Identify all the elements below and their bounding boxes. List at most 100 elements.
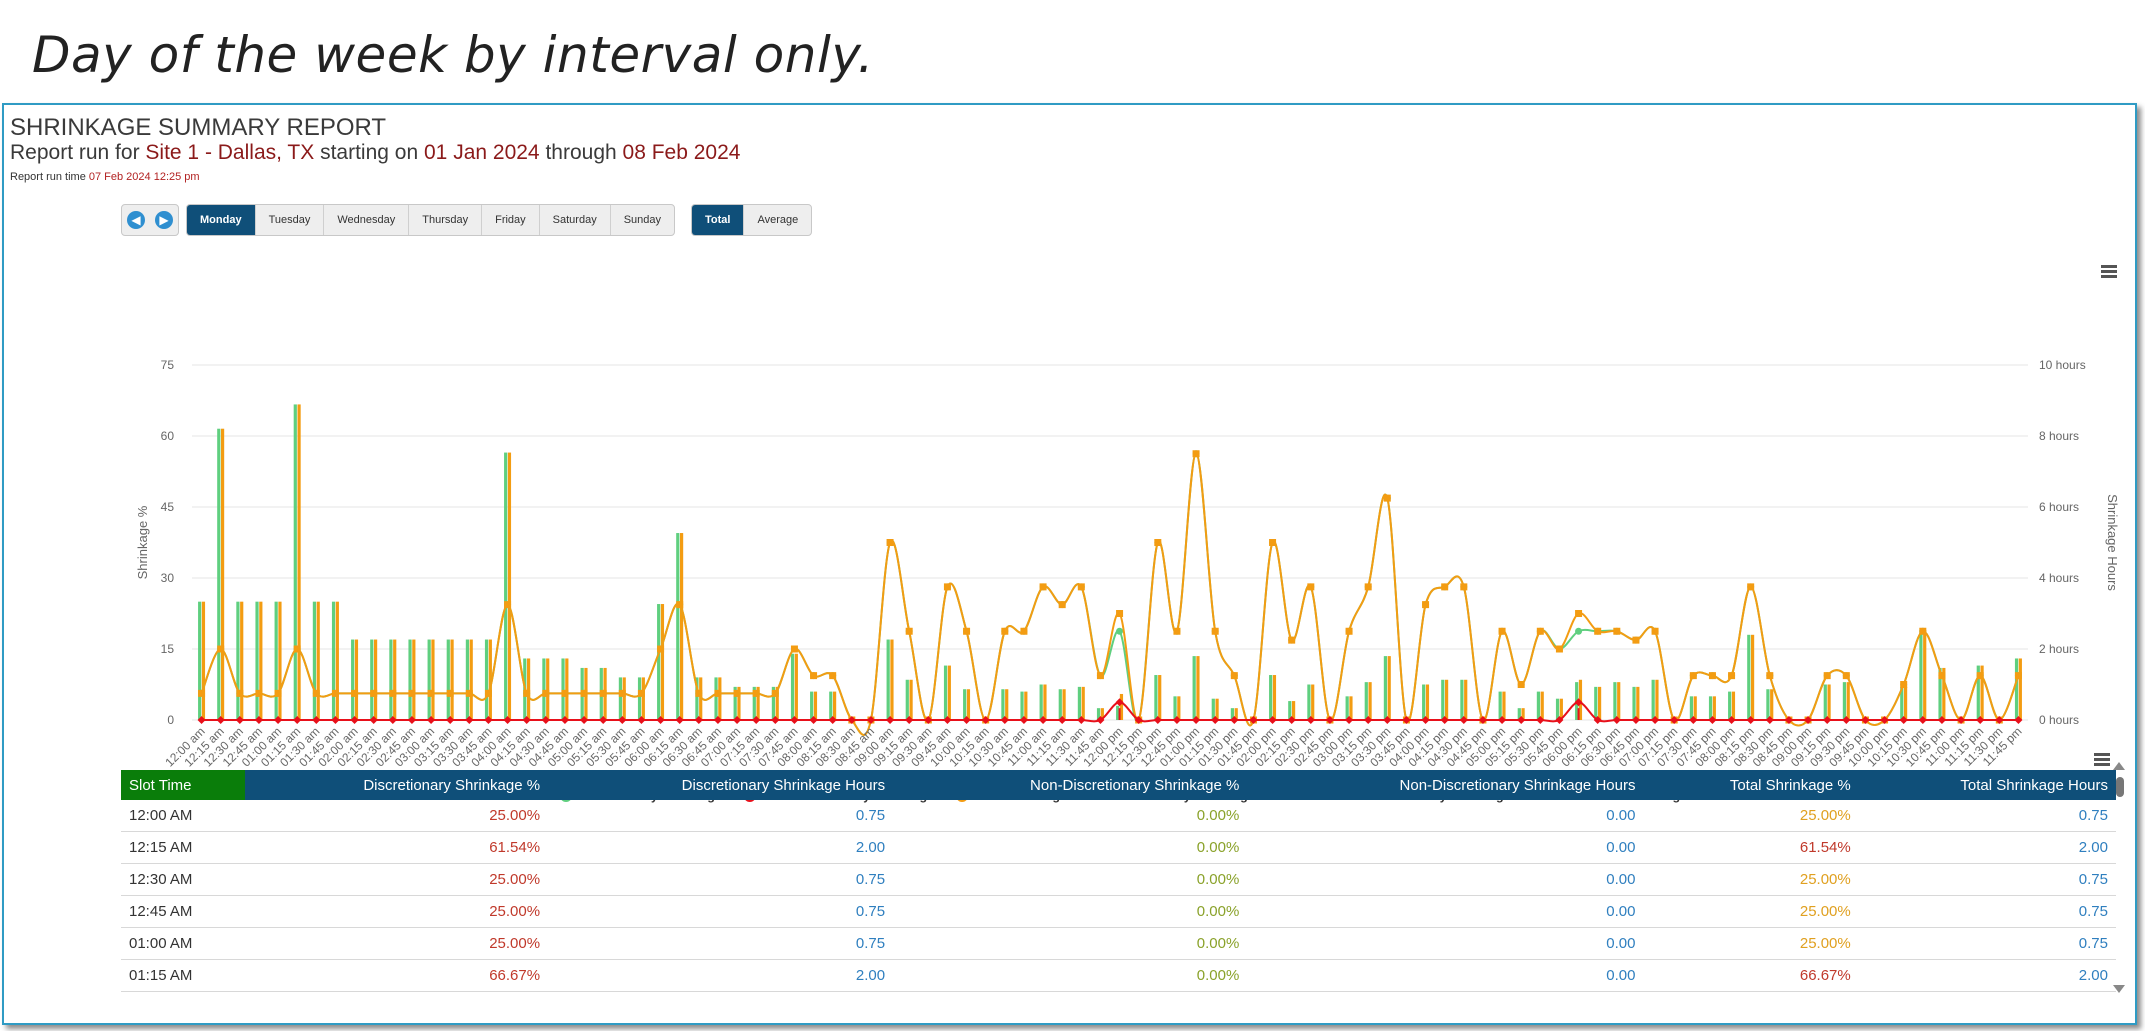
non-discretionary-hours-point	[771, 716, 780, 724]
total-hours-point	[829, 672, 837, 680]
through-label: through	[545, 141, 617, 164]
day-button-monday[interactable]: Monday	[187, 205, 256, 235]
bar-total	[1444, 679, 1449, 720]
bar-total	[1617, 682, 1621, 720]
bar-discretionary	[1498, 691, 1502, 720]
bar-total	[813, 691, 818, 720]
total-hours-point	[1613, 627, 1621, 635]
column-header[interactable]: Non-Discretionary Shrinkage %	[893, 770, 1248, 800]
table-row[interactable]: 12:45 AM 25.00% 0.75 0.00% 0.00 25.00% 0.75	[121, 895, 2116, 928]
table-row[interactable]: 01:00 AM 25.00% 0.75 0.00% 0.00 25.00% 0.75	[121, 927, 2116, 960]
bar-discretionary	[1555, 698, 1560, 720]
day-button-saturday[interactable]: Saturday	[540, 205, 611, 235]
bar-total	[2018, 658, 2022, 720]
bar-total	[1291, 701, 1296, 720]
bar-total	[1387, 656, 1391, 720]
non-discretionary-hours-point	[1708, 716, 1717, 724]
non-discretionary-hours-point	[886, 716, 895, 724]
total-hours-point	[523, 689, 531, 697]
non-discretionary-hours-point	[1172, 716, 1181, 724]
table-cell: 12:45 AM	[121, 895, 245, 928]
bar-discretionary	[236, 601, 240, 720]
non-discretionary-hours-point	[943, 716, 952, 724]
column-header[interactable]: Discretionary Shrinkage %	[245, 770, 549, 800]
non-discretionary-hours-point	[1325, 716, 1334, 724]
report-subtitle: Report run for Site 1 - Dallas, TX start…	[10, 141, 740, 165]
day-button-sunday[interactable]: Sunday	[623, 214, 662, 226]
day-button-thursday[interactable]: Thursday	[409, 205, 483, 235]
non-discretionary-hours-point	[1039, 716, 1048, 724]
table-row[interactable]: 12:15 AM 61.54% 2.00 0.00% 0.00 61.54% 2.00	[121, 831, 2116, 864]
non-discretionary-hours-point	[618, 716, 627, 724]
total-hours-point	[943, 583, 951, 591]
column-header[interactable]: Total Shrinkage Hours	[1858, 770, 2116, 800]
column-header[interactable]: Non-Discretionary Shrinkage Hours	[1247, 770, 1644, 800]
discretionary-hours-point	[1575, 627, 1583, 635]
y2-tick-label: 2 hours	[2039, 642, 2079, 656]
table-row[interactable]: 12:30 AM 25.00% 0.75 0.00% 0.00 25.00% 0.75	[121, 863, 2116, 896]
table-cell: 2.00	[548, 959, 894, 992]
column-header[interactable]: Total Shrinkage %	[1643, 770, 1859, 800]
total-hours-point	[561, 689, 569, 697]
bar-total	[278, 601, 282, 720]
bar-discretionary	[963, 689, 967, 720]
arrow-right-icon[interactable]: ▶	[155, 211, 173, 229]
total-hours-point	[1307, 583, 1315, 591]
bar-total	[297, 404, 301, 720]
bar-discretionary	[1288, 701, 1292, 720]
mode-button-total[interactable]: Total	[692, 205, 745, 235]
scroll-down-icon[interactable]	[2113, 985, 2125, 993]
non-discretionary-hours-point	[713, 716, 722, 724]
bar-non-discretionary	[1118, 708, 1121, 720]
day-button-tuesday[interactable]: Tuesday	[256, 205, 325, 235]
starting-label: starting on	[320, 141, 419, 164]
mode-button-average[interactable]: Average	[757, 214, 799, 226]
non-discretionary-hours-point	[235, 716, 244, 724]
run-time-label: Report run time	[10, 171, 86, 183]
scroll-up-icon[interactable]	[2113, 762, 2125, 770]
non-discretionary-hours-point	[847, 716, 856, 724]
total-hours-point	[657, 645, 665, 653]
total-hours-point	[1383, 494, 1391, 502]
table-scrollbar[interactable]	[2116, 777, 2124, 797]
non-discretionary-hours-point	[427, 716, 436, 724]
non-discretionary-hours-point	[1823, 716, 1832, 724]
table-cell: 2.00	[1858, 831, 2116, 864]
total-hours-point	[580, 689, 588, 697]
non-discretionary-hours-point	[1153, 716, 1162, 724]
chart-menu-icon[interactable]	[2101, 265, 2117, 280]
column-header[interactable]: Discretionary Shrinkage Hours	[548, 770, 894, 800]
column-header[interactable]: Slot Time	[121, 770, 245, 800]
total-hours-point	[714, 689, 722, 697]
table-menu-icon[interactable]	[2094, 753, 2110, 768]
table-row[interactable]: 12:00 AM 25.00% 0.75 0.00% 0.00 25.00% 0.75	[121, 800, 2116, 832]
non-discretionary-hours-point	[790, 716, 799, 724]
y-tick-label: 30	[161, 571, 175, 585]
total-hours-point	[1364, 583, 1372, 591]
y-tick-label: 60	[161, 429, 175, 443]
bar-discretionary	[561, 658, 565, 720]
arrow-left-icon[interactable]: ◀	[127, 211, 145, 229]
non-discretionary-hours-point	[1421, 716, 1430, 724]
table-header-row: Slot Time Discretionary Shrinkage % Discre…	[121, 770, 2116, 800]
total-hours-point	[733, 689, 741, 697]
non-discretionary-hours-point	[1937, 716, 1946, 724]
table-cell: 01:00 AM	[121, 927, 245, 960]
bar-total	[1712, 696, 1716, 720]
day-button-friday[interactable]: Friday	[482, 205, 540, 235]
day-button-wednesday[interactable]: Wednesday	[324, 205, 410, 235]
table-cell: 25.00%	[1643, 895, 1859, 928]
non-discretionary-hours-point	[1364, 716, 1373, 724]
bar-total	[1100, 708, 1104, 720]
non-discretionary-hours-line	[201, 701, 2019, 723]
bar-discretionary	[1422, 684, 1426, 720]
non-discretionary-hours-point	[1880, 716, 1889, 724]
total-hours-point	[1192, 450, 1200, 458]
bar-total	[1903, 686, 1908, 720]
non-discretionary-hours-point	[1383, 716, 1392, 724]
bar-total	[507, 452, 512, 720]
non-discretionary-hours-point	[694, 716, 703, 724]
bar-total	[488, 639, 492, 720]
non-discretionary-hours-point	[828, 716, 837, 724]
table-row[interactable]: 01:15 AM 66.67% 2.00 0.00% 0.00 66.67% 2.00	[121, 959, 2116, 992]
